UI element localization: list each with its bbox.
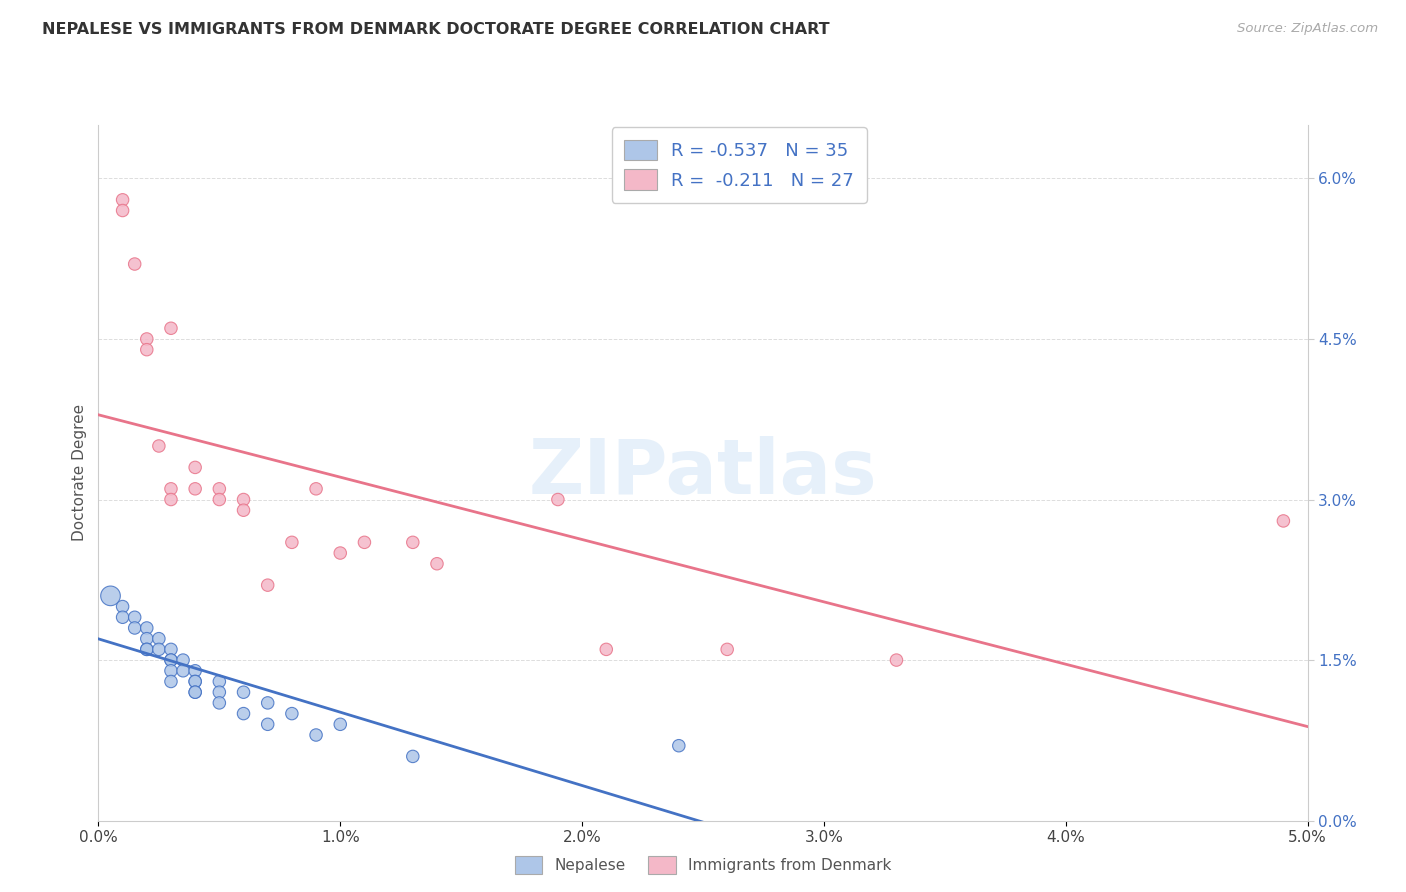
Point xyxy=(148,439,170,453)
Point xyxy=(184,460,207,475)
Point xyxy=(184,685,207,699)
Point xyxy=(886,653,908,667)
Text: ZIPatlas: ZIPatlas xyxy=(529,436,877,509)
Point xyxy=(160,653,183,667)
Point xyxy=(402,535,425,549)
Point xyxy=(160,321,183,335)
Point xyxy=(208,492,231,507)
Point xyxy=(111,610,134,624)
Point xyxy=(281,706,304,721)
Point xyxy=(402,749,425,764)
Point xyxy=(184,664,207,678)
Point xyxy=(305,728,328,742)
Text: NEPALESE VS IMMIGRANTS FROM DENMARK DOCTORATE DEGREE CORRELATION CHART: NEPALESE VS IMMIGRANTS FROM DENMARK DOCT… xyxy=(42,22,830,37)
Point xyxy=(135,632,157,646)
Point xyxy=(329,717,352,731)
Point xyxy=(208,482,231,496)
Point xyxy=(111,203,134,218)
Point xyxy=(305,482,328,496)
Point xyxy=(256,717,278,731)
Point xyxy=(135,642,157,657)
Point xyxy=(160,674,183,689)
Point xyxy=(595,642,617,657)
Point xyxy=(184,674,207,689)
Point xyxy=(148,642,170,657)
Point xyxy=(232,685,254,699)
Point xyxy=(135,332,157,346)
Point xyxy=(426,557,449,571)
Point xyxy=(281,535,304,549)
Point xyxy=(232,503,254,517)
Point xyxy=(124,257,146,271)
Point xyxy=(100,589,122,603)
Point xyxy=(1272,514,1295,528)
Point xyxy=(184,482,207,496)
Point xyxy=(160,482,183,496)
Point xyxy=(329,546,352,560)
Point xyxy=(160,642,183,657)
Point xyxy=(135,343,157,357)
Point xyxy=(172,653,194,667)
Point xyxy=(353,535,375,549)
Point xyxy=(172,664,194,678)
Point xyxy=(160,492,183,507)
Point xyxy=(160,664,183,678)
Point xyxy=(232,492,254,507)
Point xyxy=(668,739,690,753)
Point xyxy=(148,632,170,646)
Point xyxy=(256,578,278,592)
Point xyxy=(111,599,134,614)
Point xyxy=(111,193,134,207)
Point xyxy=(208,685,231,699)
Point xyxy=(160,653,183,667)
Point xyxy=(184,685,207,699)
Point xyxy=(547,492,569,507)
Point xyxy=(208,674,231,689)
Point xyxy=(135,642,157,657)
Point xyxy=(124,621,146,635)
Point xyxy=(124,610,146,624)
Point xyxy=(184,674,207,689)
Point xyxy=(232,706,254,721)
Y-axis label: Doctorate Degree: Doctorate Degree xyxy=(72,404,87,541)
Point xyxy=(716,642,738,657)
Point xyxy=(256,696,278,710)
Point xyxy=(208,696,231,710)
Legend: Nepalese, Immigrants from Denmark: Nepalese, Immigrants from Denmark xyxy=(509,850,897,880)
Text: Source: ZipAtlas.com: Source: ZipAtlas.com xyxy=(1237,22,1378,36)
Legend: R = -0.537   N = 35, R =  -0.211   N = 27: R = -0.537 N = 35, R = -0.211 N = 27 xyxy=(612,127,866,203)
Point xyxy=(135,621,157,635)
